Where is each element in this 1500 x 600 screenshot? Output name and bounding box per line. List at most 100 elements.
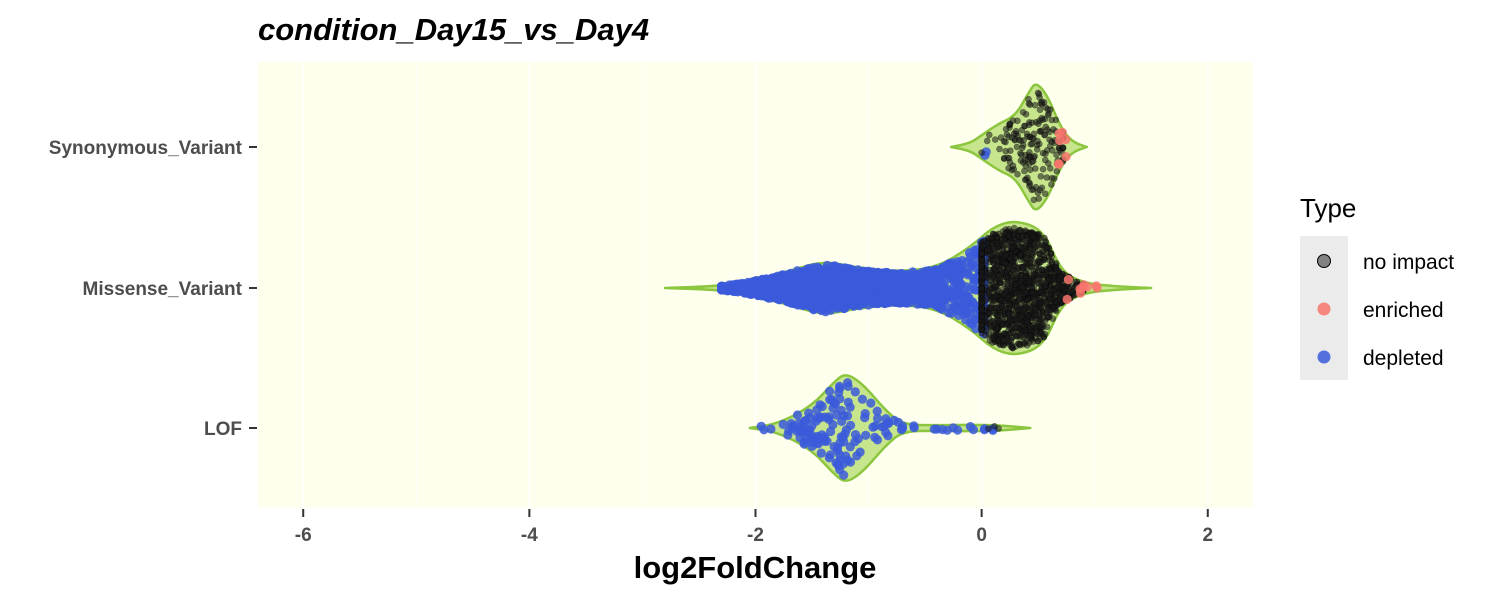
data-point-depleted xyxy=(855,301,865,311)
data-point-depleted xyxy=(897,423,908,434)
data-point-no-impact xyxy=(1041,330,1049,338)
data-point-no-impact xyxy=(999,247,1007,254)
data-point-no-impact xyxy=(992,292,1000,300)
data-point-enriched xyxy=(1054,128,1064,139)
data-point-no-impact xyxy=(1045,291,1052,299)
data-point-depleted xyxy=(953,288,963,298)
data-point-no-impact xyxy=(1021,244,1028,252)
legend-key-enriched xyxy=(1317,302,1331,316)
data-point-depleted xyxy=(894,273,904,284)
data-point-depleted xyxy=(951,277,961,287)
data-point-depleted xyxy=(860,409,870,419)
data-point-no-impact xyxy=(1032,312,1040,319)
data-point-no-impact xyxy=(1038,127,1045,134)
data-point-no-impact xyxy=(999,336,1007,344)
data-point-depleted xyxy=(954,310,964,320)
data-point-depleted xyxy=(803,300,813,311)
data-point-depleted xyxy=(788,274,799,284)
x-axis: -6 -4 -2 0 2 xyxy=(295,509,1213,546)
data-point-no-impact xyxy=(1042,156,1049,164)
data-point-depleted xyxy=(881,292,891,303)
data-point-no-impact xyxy=(1042,279,1050,287)
data-point-depleted xyxy=(838,432,848,442)
data-point-depleted xyxy=(873,413,883,424)
data-point-depleted xyxy=(948,423,958,433)
data-point-depleted xyxy=(741,282,751,292)
data-point-no-impact xyxy=(1043,299,1050,306)
data-point-no-impact xyxy=(1016,295,1023,302)
data-point-no-impact xyxy=(1020,137,1027,144)
data-point-depleted xyxy=(759,425,769,435)
data-point-no-impact xyxy=(991,136,999,143)
data-points xyxy=(717,89,1102,480)
data-point-depleted xyxy=(811,416,821,426)
data-point-no-impact xyxy=(1019,109,1027,116)
data-point-depleted xyxy=(832,410,842,420)
data-point-depleted xyxy=(883,431,893,441)
data-point-depleted xyxy=(852,451,862,461)
data-point-depleted xyxy=(794,418,804,428)
data-point-depleted xyxy=(824,453,834,463)
data-point-no-impact xyxy=(985,290,993,298)
data-point-no-impact xyxy=(1012,289,1020,297)
data-point-no-impact xyxy=(1038,114,1046,122)
data-point-no-impact xyxy=(1044,106,1052,113)
data-point-depleted xyxy=(828,261,838,271)
data-point-no-impact xyxy=(1018,144,1026,152)
data-point-no-impact xyxy=(1027,323,1035,330)
data-point-depleted xyxy=(867,291,878,301)
data-point-no-impact xyxy=(1016,227,1024,234)
data-point-no-impact xyxy=(987,324,995,331)
data-point-no-impact xyxy=(1001,259,1009,267)
data-point-depleted xyxy=(793,300,803,310)
data-point-no-impact xyxy=(1018,283,1026,290)
data-point-depleted xyxy=(947,308,957,318)
data-point-no-impact xyxy=(1057,273,1064,281)
y-axis: Synonymous_Variant Missense_Variant LOF xyxy=(49,138,257,440)
data-point-depleted xyxy=(832,293,842,303)
data-point-no-impact xyxy=(1003,273,1010,281)
data-point-no-impact xyxy=(1000,154,1008,162)
data-point-no-impact xyxy=(991,422,998,430)
data-point-no-impact xyxy=(1044,126,1051,133)
data-point-no-impact xyxy=(1039,165,1047,173)
data-point-no-impact xyxy=(1025,339,1033,347)
data-point-no-impact xyxy=(985,131,993,139)
data-point-depleted xyxy=(799,437,809,447)
x-axis-title: log2FoldChange xyxy=(634,550,877,585)
data-point-depleted xyxy=(936,280,946,290)
data-point-depleted xyxy=(861,430,871,440)
data-point-no-impact xyxy=(1000,291,1008,298)
data-point-no-impact xyxy=(996,145,1003,153)
data-point-depleted xyxy=(944,270,954,280)
data-point-no-impact xyxy=(1024,296,1031,304)
data-point-no-impact xyxy=(1017,150,1024,157)
data-point-depleted xyxy=(786,283,796,293)
data-point-depleted xyxy=(835,394,845,404)
data-point-depleted xyxy=(839,303,849,313)
data-point-enriched xyxy=(1061,152,1071,162)
data-point-enriched xyxy=(1091,281,1101,291)
data-point-depleted xyxy=(931,298,941,308)
data-point-no-impact xyxy=(1028,289,1036,297)
data-point-no-impact xyxy=(1048,181,1055,188)
data-point-no-impact xyxy=(987,251,994,258)
data-point-depleted xyxy=(866,398,876,408)
data-point-depleted xyxy=(804,283,814,293)
data-point-no-impact xyxy=(1017,313,1025,320)
data-point-no-impact xyxy=(986,269,994,277)
data-point-no-impact xyxy=(1013,143,1021,151)
data-point-depleted xyxy=(932,424,942,434)
data-point-no-impact xyxy=(1017,251,1025,258)
data-point-no-impact xyxy=(1011,136,1019,143)
data-point-depleted xyxy=(843,455,853,465)
data-point-depleted xyxy=(868,422,878,432)
data-point-no-impact xyxy=(985,425,992,433)
data-point-depleted xyxy=(766,424,776,434)
y-tick-label: LOF xyxy=(204,419,242,440)
data-point-no-impact xyxy=(1025,178,1033,186)
data-point-no-impact xyxy=(1032,305,1039,312)
data-point-no-impact xyxy=(995,271,1003,279)
data-point-no-impact xyxy=(1010,130,1018,137)
data-point-no-impact xyxy=(1046,286,1054,293)
